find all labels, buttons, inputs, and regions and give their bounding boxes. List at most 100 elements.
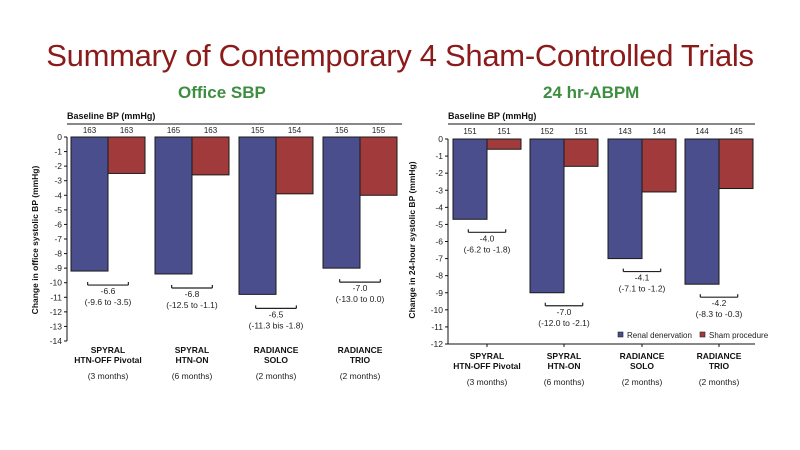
renal-denervation-bar — [238, 136, 277, 295]
difference-value: -7.0 — [557, 307, 572, 317]
category-name-line2: HTN-OFF Pivotal — [74, 355, 142, 365]
difference-value: -6.6 — [101, 286, 116, 296]
y-tick-label: -12 — [431, 339, 444, 349]
renal-denervation-bar — [607, 138, 643, 260]
sham-baseline-value: 145 — [729, 127, 743, 136]
legend-renal-label: Renal denervation — [627, 331, 692, 340]
difference-value: -7.0 — [353, 283, 368, 293]
category-name-line2: HTN-OFF Pivotal — [453, 361, 521, 371]
renal-baseline-value: 151 — [463, 127, 477, 136]
y-tick-label: -11 — [50, 292, 62, 302]
y-tick-label: -4 — [435, 202, 443, 212]
category-name-line2: TRIO — [709, 361, 730, 371]
difference-ci: (-8.3 to -0.3) — [696, 309, 743, 319]
sham-baseline-value: 154 — [288, 126, 302, 135]
difference-ci: (-12.0 to -2.1) — [538, 318, 590, 328]
y-tick-label: -9 — [54, 263, 62, 273]
office-sbp-chart: Baseline BP (mmHg) Change in office systo… — [30, 111, 402, 381]
renal-baseline-value: 143 — [618, 127, 632, 136]
difference-ci: (-12.5 to -1.1) — [166, 300, 218, 310]
category-duration: (6 months) — [172, 371, 213, 381]
renal-baseline-value: 163 — [83, 126, 97, 135]
y-tick-label: -6 — [54, 219, 62, 229]
legend-renal-swatch — [617, 331, 624, 338]
sham-baseline-value: 144 — [652, 127, 666, 136]
y-tick-label: -3 — [54, 176, 62, 186]
difference-ci: (-7.1 to -1.2) — [619, 284, 666, 294]
abpm-chart: Baseline BP (mmHg) Change in 24-hour syst… — [407, 111, 769, 387]
category-name-line1: RADIANCE — [254, 345, 299, 355]
category-name-line2: SOLO — [264, 355, 288, 365]
sham-baseline-value: 155 — [372, 126, 386, 135]
y-tick-label: -14 — [50, 336, 63, 346]
y-tick-label: 0 — [57, 132, 62, 142]
y-tick-label: -1 — [54, 147, 62, 157]
category-name-line2: TRIO — [350, 355, 371, 365]
y-tick-label: -7 — [435, 254, 443, 264]
sham-baseline-value: 151 — [574, 127, 588, 136]
y-axis-label: Change in office systolic BP (mmHg) — [30, 166, 40, 315]
y-tick-label: -12 — [50, 307, 63, 317]
sham-procedure-bar — [107, 136, 146, 174]
y-tick-label: -11 — [431, 322, 443, 332]
renal-denervation-bar — [452, 138, 488, 220]
difference-ci: (-6.2 to -1.8) — [464, 244, 511, 254]
difference-ci: (-11.3 bis -1.8) — [249, 320, 304, 330]
renal-denervation-bar — [322, 136, 361, 269]
baseline-bp-label: Baseline BP (mmHg) — [67, 111, 155, 121]
sham-baseline-value: 163 — [120, 126, 134, 135]
y-tick-label: -1 — [435, 151, 443, 161]
y-tick-label: -2 — [435, 168, 443, 178]
sham-procedure-bar — [486, 138, 522, 150]
y-tick-label: -8 — [435, 271, 443, 281]
renal-denervation-bar — [154, 136, 193, 275]
sham-procedure-bar — [359, 136, 398, 196]
category-name-line1: SPYRAL — [470, 351, 504, 361]
office-sbp-title: Office SBP — [178, 83, 266, 102]
sham-procedure-bar — [191, 136, 230, 176]
category-name-line1: SPYRAL — [547, 351, 581, 361]
y-tick-label: -3 — [435, 185, 443, 195]
office-sbp-panel: Baseline BP (mmHg) Change in office systo… — [0, 105, 405, 385]
baseline-bp-label: Baseline BP (mmHg) — [448, 111, 536, 121]
sham-procedure-bar — [563, 138, 599, 167]
y-tick-label: -7 — [54, 234, 62, 244]
category-duration: (2 months) — [622, 377, 663, 387]
difference-value: -4.1 — [635, 273, 650, 283]
category-name-line2: HTN-ON — [547, 361, 580, 371]
slide-title: Summary of Contemporary 4 Sham-Controlle… — [46, 38, 754, 73]
category-name-line2: SOLO — [630, 361, 654, 371]
abpm-title: 24 hr-ABPM — [543, 83, 640, 102]
renal-baseline-value: 155 — [251, 126, 265, 135]
category-name-line1: RADIANCE — [697, 351, 742, 361]
renal-baseline-value: 156 — [335, 126, 349, 135]
y-tick-label: -10 — [50, 278, 63, 288]
category-duration: (2 months) — [340, 371, 381, 381]
legend-sham-swatch — [699, 331, 706, 338]
y-tick-label: -8 — [54, 249, 62, 259]
y-tick-label: -6 — [435, 237, 443, 247]
sham-baseline-value: 151 — [497, 127, 511, 136]
category-name-line1: SPYRAL — [91, 345, 125, 355]
difference-value: -6.8 — [185, 289, 200, 299]
renal-denervation-bar — [70, 136, 109, 272]
category-duration: (2 months) — [256, 371, 297, 381]
y-tick-label: -13 — [50, 321, 63, 331]
category-duration: (2 months) — [699, 377, 740, 387]
category-name-line2: HTN-ON — [175, 355, 208, 365]
category-duration: (6 months) — [544, 377, 585, 387]
y-tick-label: 0 — [438, 134, 443, 144]
sham-baseline-value: 163 — [204, 126, 218, 135]
renal-baseline-value: 165 — [167, 126, 181, 135]
y-tick-label: -2 — [54, 161, 62, 171]
category-name-line1: RADIANCE — [620, 351, 665, 361]
difference-ci: (-9.6 to -3.5) — [85, 297, 132, 307]
y-tick-label: -5 — [54, 205, 62, 215]
y-tick-label: -10 — [431, 305, 444, 315]
category-duration: (3 months) — [467, 377, 508, 387]
category-name-line1: RADIANCE — [338, 345, 383, 355]
y-tick-label: -4 — [54, 190, 62, 200]
sham-procedure-bar — [718, 138, 754, 190]
sham-procedure-bar — [641, 138, 677, 193]
difference-value: -4.0 — [480, 233, 495, 243]
